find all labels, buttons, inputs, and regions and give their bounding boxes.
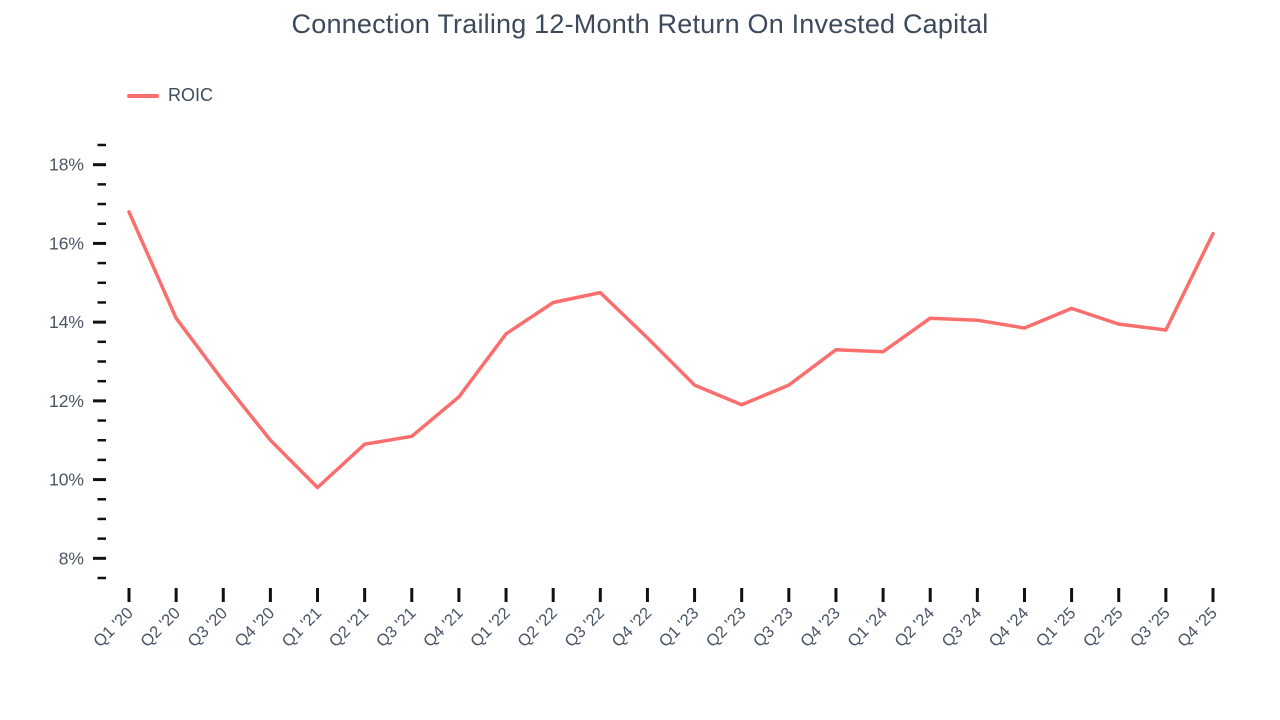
x-axis-label: Q1 '23: [656, 604, 703, 651]
roic-series-line: [127, 210, 1215, 490]
y-axis: 8% 10% 12% 14% 16% 18%: [49, 143, 106, 580]
x-axis-label: Q4 '20: [231, 604, 278, 651]
x-axis-label: Q1 '20: [90, 604, 137, 651]
x-axis: Q1 '20 Q2 '20 Q3 '20 Q4 '20 Q1 '21 Q2 '21 Q3 '…: [90, 588, 1221, 651]
x-axis-label: Q3 '25: [1127, 604, 1174, 651]
y-axis-label: 8%: [59, 548, 84, 568]
x-axis-label: Q2 '20: [137, 604, 184, 651]
x-axis-label: Q4 '24: [986, 604, 1033, 651]
x-axis-label: Q1 '21: [279, 604, 326, 651]
x-axis-label: Q4 '21: [420, 604, 467, 651]
x-axis-label: Q2 '22: [514, 604, 561, 651]
x-axis-label: Q4 '25: [1174, 604, 1221, 651]
x-axis-label: Q3 '23: [750, 604, 797, 651]
x-axis-label: Q1 '22: [467, 604, 514, 651]
x-axis-label: Q1 '25: [1033, 604, 1080, 651]
legend-label: ROIC: [168, 85, 213, 105]
x-axis-label: Q4 '23: [797, 604, 844, 651]
x-axis-label: Q2 '24: [891, 604, 938, 651]
legend: ROIC: [127, 85, 213, 106]
x-axis-label: Q3 '21: [373, 604, 420, 651]
x-axis-label: Q3 '22: [561, 604, 608, 651]
x-axis-label: Q3 '20: [184, 604, 231, 651]
x-axis-label: Q1 '24: [844, 604, 891, 651]
y-axis-label: 16%: [49, 233, 84, 253]
x-axis-label: Q2 '21: [326, 604, 373, 651]
y-axis-label: 12%: [49, 391, 84, 411]
chart-title: Connection Trailing 12-Month Return On I…: [291, 9, 989, 39]
x-axis-label: Q2 '23: [703, 604, 750, 651]
y-axis-label: 10%: [49, 470, 84, 490]
y-axis-label: 14%: [49, 312, 84, 332]
x-axis-label: Q2 '25: [1080, 604, 1127, 651]
x-axis-label: Q4 '22: [609, 604, 656, 651]
legend-line-swatch: [127, 93, 159, 98]
y-axis-label: 18%: [49, 155, 84, 175]
x-axis-label: Q3 '24: [938, 604, 985, 651]
